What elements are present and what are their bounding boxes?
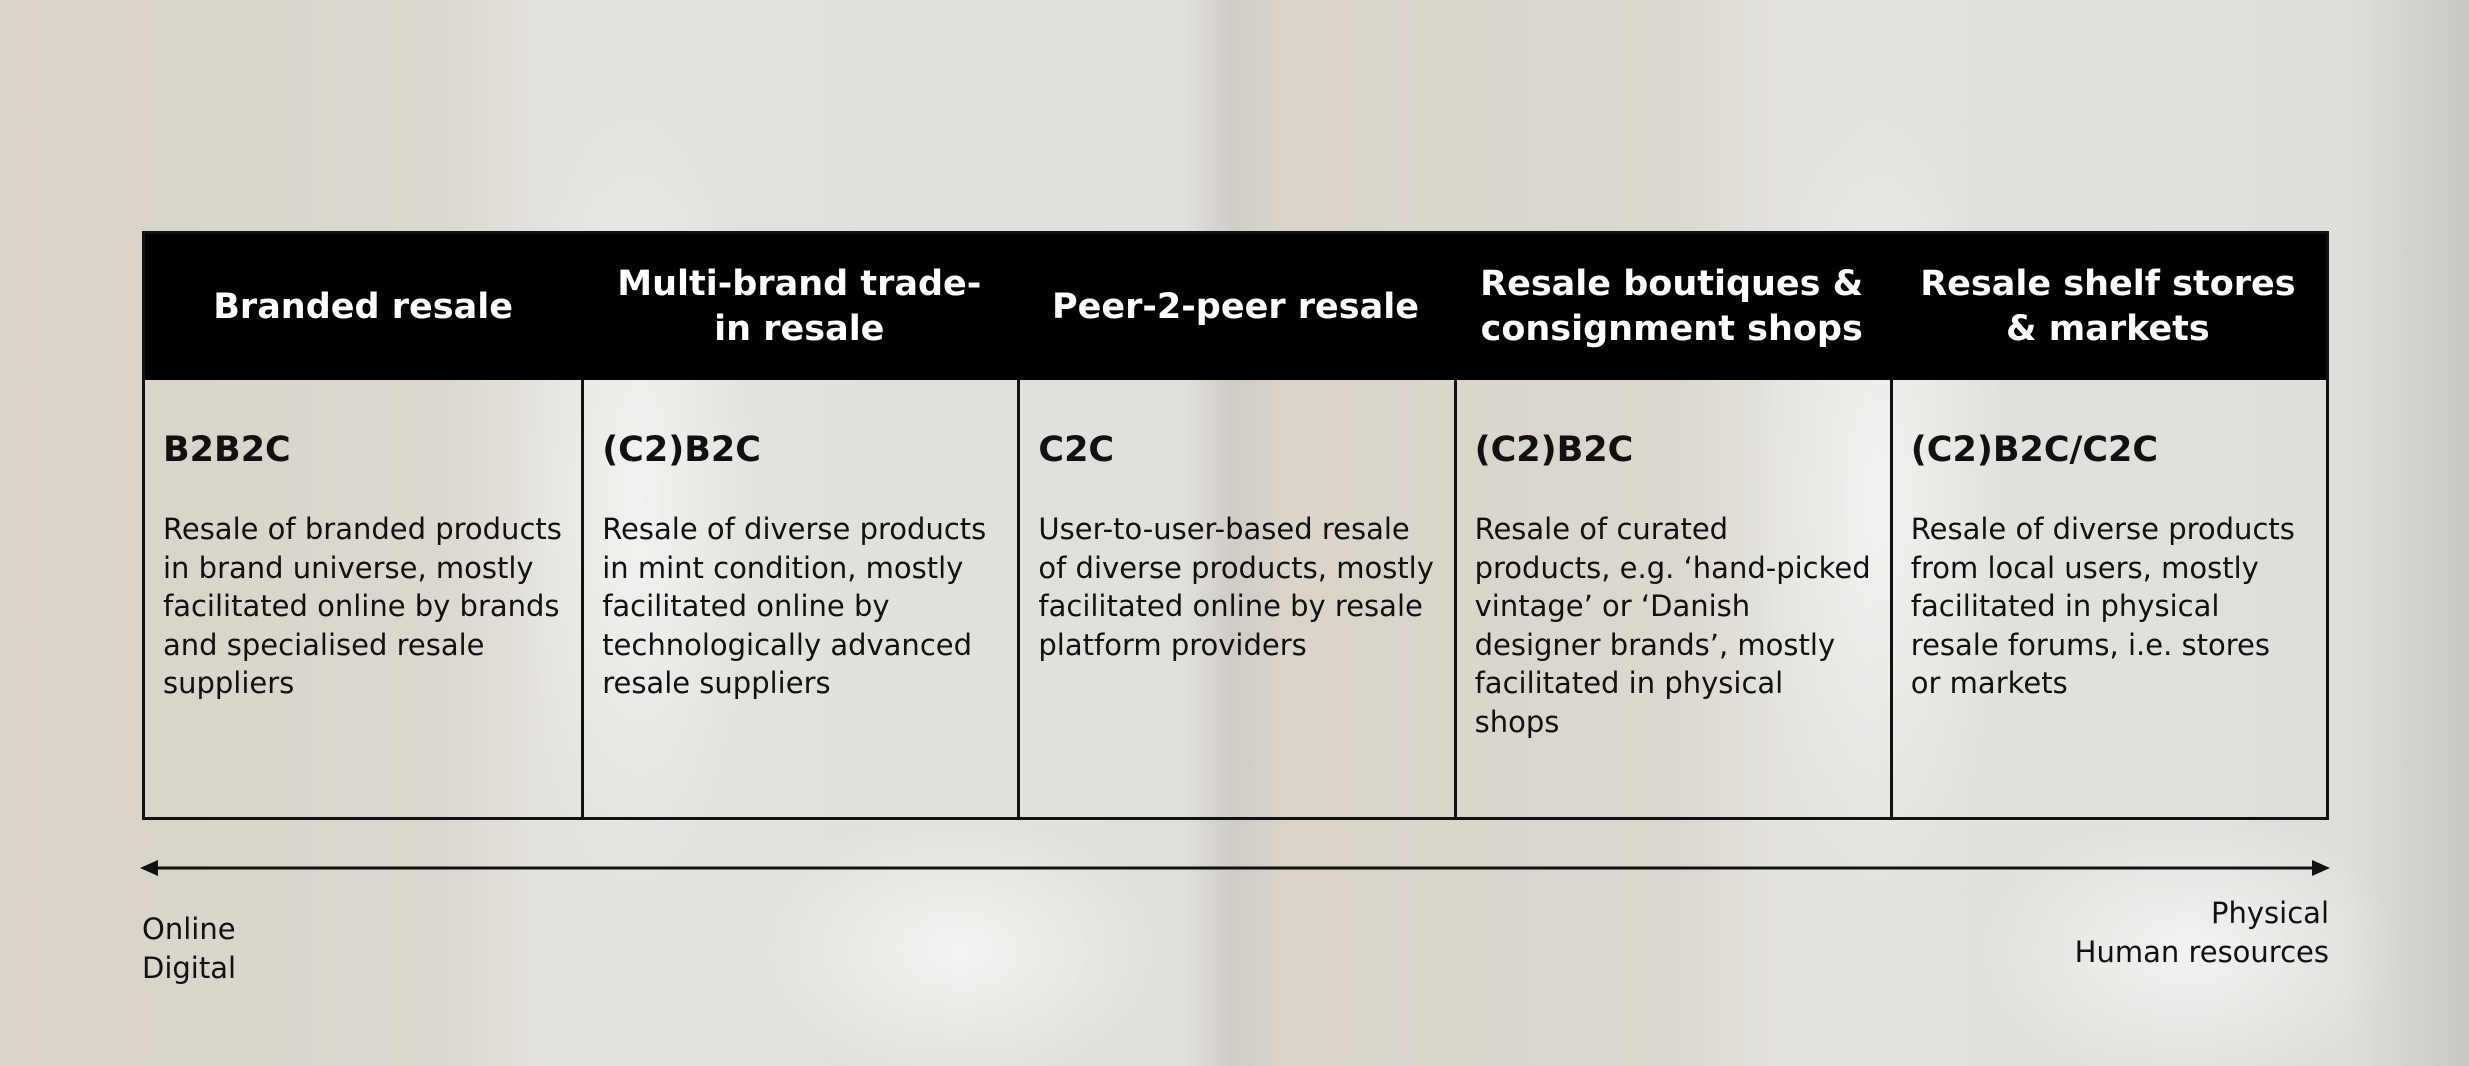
business-model-code: C2C bbox=[1038, 430, 1115, 470]
arrow-head-right bbox=[2312, 860, 2330, 876]
axis-right-label: Physical Human resources bbox=[2075, 894, 2329, 971]
column-description: Resale of diverse products in mint condi… bbox=[602, 512, 987, 701]
arrow-head-left bbox=[140, 860, 158, 876]
business-model-code: (C2)B2C bbox=[1474, 430, 1634, 470]
column-header: Multi-brand trade-in resale bbox=[581, 234, 1018, 380]
column-cell: (C2)B2C/C2C Resale of diverse products fr… bbox=[1889, 380, 2326, 817]
column-header: Resale boutiques & consignment shops bbox=[1453, 234, 1890, 380]
business-model-code: B2B2C bbox=[163, 430, 291, 470]
axis-label-line: Digital bbox=[142, 950, 237, 985]
business-model-code: (C2)B2C bbox=[602, 430, 761, 470]
column-header: Resale shelf stores & markets bbox=[1889, 234, 2326, 380]
column-description: User-to-user-based resale of diverse pro… bbox=[1038, 512, 1434, 662]
axis-left-label: Online Digital bbox=[142, 910, 236, 987]
axis-label-line: Human resources bbox=[2074, 934, 2329, 969]
axis-label-line: Online bbox=[142, 912, 236, 946]
column-cell: (C2)B2C Resale of diverse products in min… bbox=[581, 380, 1017, 817]
business-model-code: (C2)B2C/C2C bbox=[1910, 430, 2159, 470]
column-description: Resale of curated products, e.g. ‘hand-p… bbox=[1474, 512, 1871, 739]
column-cell: (C2)B2C Resale of curated products, e.g. … bbox=[1453, 380, 1890, 817]
column-header: Branded resale bbox=[145, 234, 582, 380]
column-header: Peer-2-peer resale bbox=[1017, 234, 1454, 380]
column-cell: C2C User-to-user-based resale of diverse … bbox=[1017, 380, 1453, 817]
axis-label-line: Physical bbox=[2211, 896, 2329, 930]
resale-table: Branded resale Multi-brand trade-in resal… bbox=[142, 231, 2329, 820]
column-description: Resale of diverse products from local us… bbox=[1910, 512, 2295, 701]
column-cell: B2B2C Resale of branded products in brand… bbox=[145, 380, 581, 817]
column-description: Resale of branded products in brand univ… bbox=[163, 512, 562, 701]
